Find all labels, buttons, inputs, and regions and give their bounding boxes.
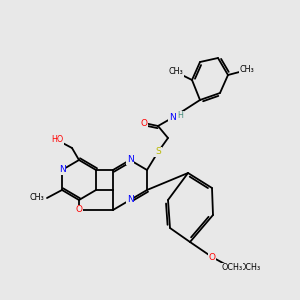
Text: HO: HO bbox=[51, 136, 63, 145]
Text: O: O bbox=[76, 206, 82, 214]
Text: N: N bbox=[127, 155, 134, 164]
Text: O: O bbox=[208, 253, 215, 262]
Text: O: O bbox=[140, 118, 148, 127]
Text: CH₃: CH₃ bbox=[169, 68, 183, 76]
Text: N: N bbox=[127, 196, 134, 205]
Text: CH₃: CH₃ bbox=[29, 194, 44, 202]
Text: N: N bbox=[169, 113, 176, 122]
Text: CH₃: CH₃ bbox=[240, 65, 254, 74]
Text: N: N bbox=[58, 166, 65, 175]
Text: OCH₃: OCH₃ bbox=[221, 263, 243, 272]
Text: S: S bbox=[155, 148, 161, 157]
Text: H: H bbox=[177, 112, 183, 121]
Text: OCH₃: OCH₃ bbox=[240, 263, 261, 272]
